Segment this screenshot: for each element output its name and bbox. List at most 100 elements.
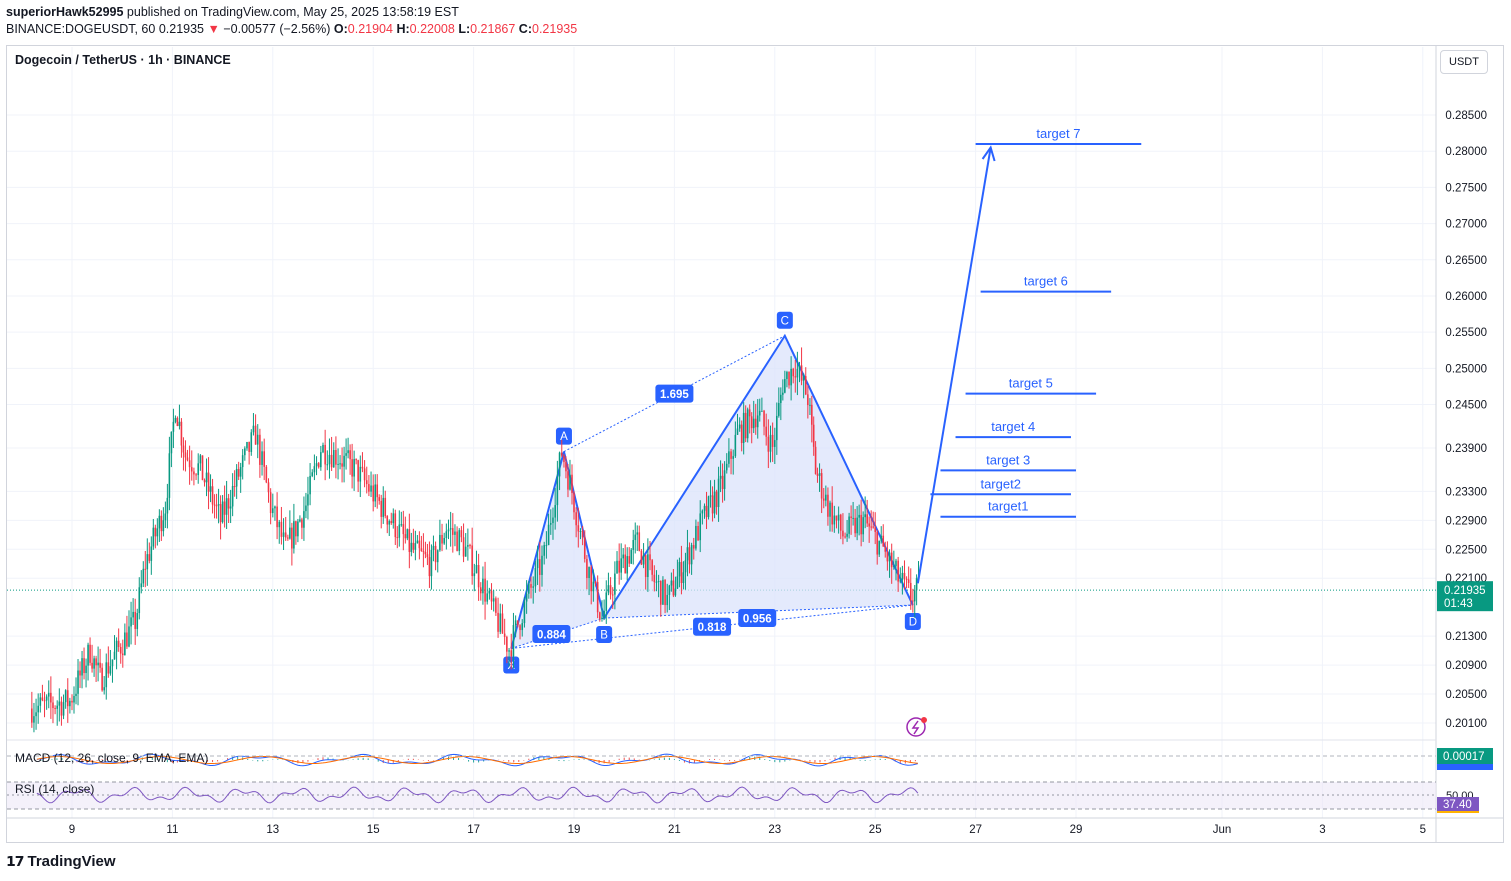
candle-body (601, 617, 603, 619)
candle-body (523, 601, 526, 624)
candle-body (740, 424, 743, 444)
candle-body (64, 690, 67, 703)
projection-arrow-line (916, 147, 992, 584)
candle-body (579, 531, 582, 533)
x-tick-label: 3 (1319, 824, 1325, 836)
candle-body (299, 519, 301, 522)
candle-body (662, 579, 664, 605)
candle-body (332, 450, 335, 468)
candle-body (909, 582, 912, 601)
candle-body (188, 460, 191, 468)
candle-body (107, 662, 110, 674)
candle-body (160, 515, 163, 532)
x-axis: 9 11 13 15 17 19 21 23 25 27 29 Jun 3 5 (69, 824, 1426, 836)
currency-button[interactable]: USDT (1440, 50, 1488, 74)
candle-body (616, 560, 618, 574)
candle-body (436, 550, 439, 563)
candle-body (85, 665, 87, 674)
candle-body (752, 418, 755, 429)
candle-body (79, 670, 81, 676)
candle-body (688, 547, 691, 565)
candle-body (713, 491, 716, 514)
candle-body (237, 468, 240, 477)
candle-body (899, 580, 902, 582)
candle-body (695, 525, 697, 549)
candle-body (315, 463, 318, 467)
candle-body (307, 494, 309, 506)
candle-body (709, 495, 712, 497)
candle-body (850, 516, 852, 518)
candle-body (839, 514, 842, 531)
candle-body (831, 502, 833, 525)
candle-body (289, 527, 291, 539)
candle-body (736, 428, 739, 435)
candle-body (626, 556, 629, 574)
x-tick-label: 23 (768, 824, 781, 836)
macd-label[interactable]: MACD (12, 26, close, 9, EMA, EMA) (15, 751, 209, 765)
candle-body (392, 513, 395, 524)
x-tick-label: 29 (1070, 824, 1083, 836)
candle-body (809, 404, 811, 406)
candle-body (398, 524, 401, 538)
candle-body (337, 463, 339, 465)
candle-body (552, 517, 554, 524)
candle-body (254, 425, 257, 445)
x-tick-label: 21 (668, 824, 681, 836)
candle-body (497, 612, 499, 632)
pattern-point-label: B (600, 630, 608, 642)
candle-body (807, 394, 809, 406)
candle-body (492, 598, 495, 602)
candle-body (69, 700, 71, 707)
candle-body (41, 697, 44, 701)
publisher-name: superiorHawk52995 (6, 5, 124, 19)
candle-body (499, 613, 502, 632)
candle-body (406, 529, 409, 539)
tradingview-logo[interactable]: 𝟭𝟳 TradingView (6, 853, 116, 870)
candle-body (547, 524, 550, 546)
candle-body (33, 716, 35, 723)
candle-body (672, 580, 675, 596)
candle-body (368, 484, 370, 492)
candle-body (101, 667, 103, 691)
candle-body (378, 497, 381, 501)
candle-body (541, 555, 543, 575)
candle-body (83, 658, 85, 674)
candle-body (293, 521, 295, 549)
candle-body (130, 617, 132, 627)
candle-body (818, 473, 821, 476)
candle-body (119, 647, 122, 654)
publisher-line: superiorHawk52995 published on TradingVi… (6, 5, 459, 19)
candle-body (432, 545, 435, 550)
candle-body (246, 441, 248, 449)
candle-body (780, 394, 782, 404)
candle-body (124, 632, 126, 656)
candle-body (217, 504, 220, 506)
chart-frame[interactable] (6, 45, 1504, 843)
candle-body (138, 587, 141, 614)
candle-body (280, 521, 283, 537)
candle-body (235, 468, 238, 487)
candle-body (575, 512, 577, 526)
candle-body (140, 583, 143, 588)
y-tick-label: 0.26000 (1445, 291, 1487, 303)
candle-body (81, 658, 83, 676)
candle-body (655, 581, 658, 583)
candle-body (146, 554, 149, 570)
candle-body (326, 464, 329, 466)
candle-body (282, 532, 285, 537)
candle-body (657, 580, 660, 582)
candle-body (441, 534, 443, 544)
candle-body (434, 545, 437, 563)
candle-body (388, 521, 391, 525)
candle-body (804, 376, 807, 395)
candle-body (563, 455, 565, 463)
candle-body (31, 708, 33, 723)
candle-body (558, 452, 561, 477)
candle-body (884, 546, 887, 552)
candle-body (732, 456, 735, 459)
candle-body (571, 474, 573, 494)
candle-body (223, 501, 226, 515)
rsi-label[interactable]: RSI (14, close) (15, 782, 95, 796)
candle-body (428, 557, 431, 577)
